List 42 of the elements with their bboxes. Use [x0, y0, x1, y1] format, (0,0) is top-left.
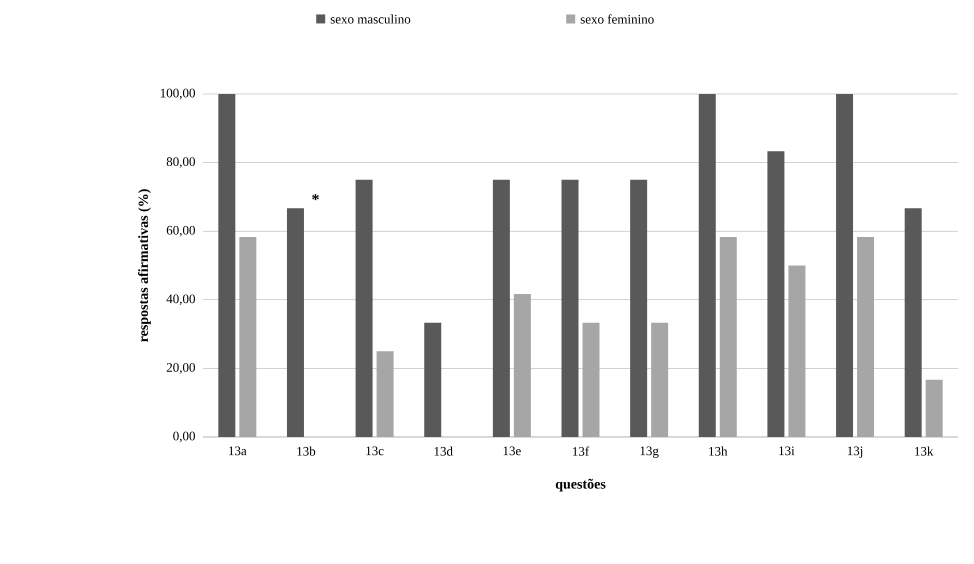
x-tick-label: 13c [366, 446, 384, 456]
annotation: * [312, 194, 319, 200]
bar [630, 180, 648, 437]
x-axis-title: questões [556, 478, 606, 492]
y-tick-label: 80,00 [166, 157, 195, 168]
legend-label: sexo feminino [580, 14, 654, 24]
bar [698, 94, 716, 437]
bar [857, 237, 874, 437]
y-tick-label: 100,00 [160, 88, 195, 100]
x-tick-label: 13k [915, 446, 934, 456]
x-tick-label: 13e [504, 446, 521, 456]
y-tick-label: 0,00 [173, 432, 195, 442]
x-tick-label: 13b [297, 446, 316, 456]
y-axis-title: respostas afirmativas (%) [138, 189, 151, 342]
bar [239, 237, 256, 437]
x-tick-label: 13a [229, 446, 247, 456]
bar [904, 208, 922, 437]
x-tick-label: 13f [572, 446, 590, 456]
bar [514, 294, 531, 437]
bar [651, 322, 668, 437]
x-tick-label: 13j [848, 446, 862, 458]
bar [492, 180, 510, 437]
bar [424, 322, 442, 437]
bar [286, 208, 304, 437]
y-tick-label: 20,00 [166, 363, 195, 374]
bar [767, 151, 784, 437]
x-tick-label: 13g [640, 446, 659, 458]
bar [788, 265, 806, 437]
legend-label: sexo masculino [330, 14, 410, 24]
x-tick-label: 13h [709, 446, 728, 456]
bar [356, 180, 373, 437]
x-tick-label: 13i [779, 446, 794, 456]
y-tick-label: 40,00 [166, 294, 195, 306]
bar [562, 180, 579, 437]
bar [720, 237, 737, 437]
bar [218, 94, 236, 437]
bar [582, 322, 600, 437]
x-tick-label: 13d [434, 446, 453, 456]
bar [926, 380, 943, 437]
bar [836, 94, 854, 437]
bar [376, 351, 394, 437]
y-tick-label: 60,00 [166, 226, 195, 237]
